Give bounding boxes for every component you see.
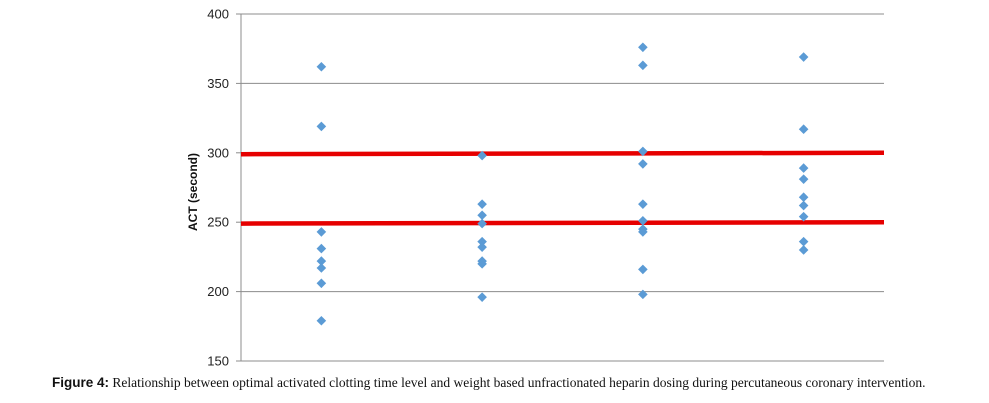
axes bbox=[236, 13, 884, 362]
data-point bbox=[477, 292, 487, 302]
y-tick-label: 400 bbox=[207, 7, 229, 22]
data-point bbox=[638, 60, 648, 71]
data-point bbox=[316, 243, 327, 254]
data-point bbox=[477, 210, 487, 221]
data-point bbox=[316, 256, 327, 266]
data-point bbox=[798, 245, 809, 255]
data-point bbox=[316, 121, 327, 132]
data-point bbox=[638, 146, 648, 157]
data-point bbox=[316, 278, 327, 289]
data-point bbox=[477, 236, 487, 247]
data-point bbox=[638, 199, 648, 209]
data-point bbox=[798, 163, 809, 173]
caption-text: Relationship between optimal activated c… bbox=[109, 375, 926, 390]
data-point bbox=[477, 199, 487, 209]
y-tick-labels: 150 200 250 300 350 400 bbox=[207, 7, 229, 369]
reference-line bbox=[240, 150, 885, 157]
y-tick-label: 200 bbox=[207, 284, 229, 299]
data-points bbox=[316, 42, 809, 326]
data-point bbox=[638, 264, 648, 275]
figure-caption: Figure 4: Relationship between optimal a… bbox=[52, 375, 982, 391]
data-point bbox=[798, 211, 809, 222]
data-point bbox=[798, 174, 809, 184]
data-point bbox=[798, 200, 809, 211]
data-point bbox=[477, 218, 487, 229]
data-point bbox=[638, 159, 648, 169]
reference-line bbox=[240, 219, 885, 226]
y-tick-label: 150 bbox=[207, 354, 229, 369]
data-point bbox=[638, 216, 648, 226]
reference-lines bbox=[240, 150, 885, 226]
data-point bbox=[638, 227, 648, 237]
data-point bbox=[477, 259, 487, 269]
data-point bbox=[798, 124, 809, 135]
data-point bbox=[638, 289, 648, 300]
data-point bbox=[477, 242, 487, 252]
y-axis-title: ACT (second) bbox=[186, 153, 200, 231]
data-point bbox=[798, 236, 809, 247]
data-point bbox=[316, 315, 327, 326]
data-point bbox=[316, 61, 327, 72]
data-point bbox=[316, 227, 327, 237]
data-point bbox=[477, 150, 487, 161]
caption-label: Figure 4: bbox=[52, 375, 110, 390]
y-tick-label: 250 bbox=[207, 215, 229, 230]
data-point bbox=[316, 263, 327, 273]
data-point bbox=[798, 192, 809, 203]
data-point bbox=[638, 42, 648, 53]
y-tick-label: 350 bbox=[207, 76, 229, 91]
data-point bbox=[798, 52, 809, 62]
y-tick-label: 300 bbox=[207, 145, 229, 160]
